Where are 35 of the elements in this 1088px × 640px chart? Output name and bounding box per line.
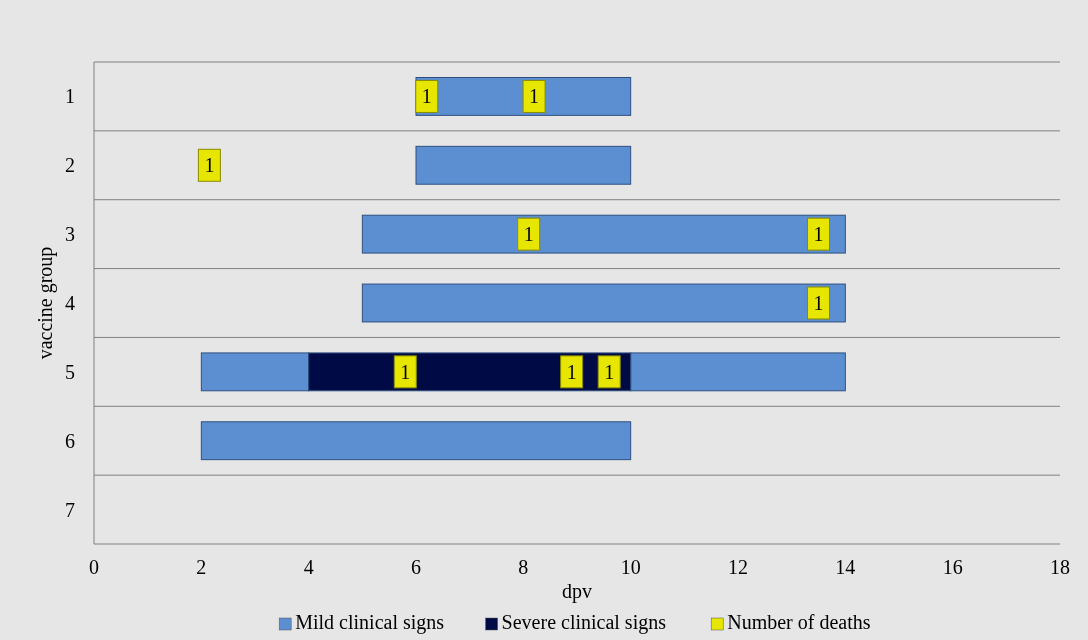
x-tick-label: 16: [942, 556, 963, 578]
x-tick-label: 10: [620, 556, 641, 578]
y-tick-label: 1: [65, 85, 75, 108]
y-axis-title: vaccine group: [34, 246, 57, 360]
y-tick-label: 3: [65, 223, 75, 246]
bar: [361, 283, 846, 323]
x-tick-label: 2: [196, 556, 207, 578]
annotation: 1: [813, 292, 824, 314]
y-tick-label: 2: [65, 154, 75, 177]
bar: [200, 421, 632, 461]
legend-label: Number of deaths: [727, 611, 871, 633]
legend-label: Mild clinical signs: [295, 611, 445, 634]
annotation: 1: [604, 360, 615, 383]
annotation: 1: [813, 223, 824, 246]
x-tick-label: 8: [518, 556, 529, 578]
bar: [415, 145, 632, 185]
annotation: 1: [566, 360, 577, 383]
x-tick-label: 12: [728, 556, 748, 578]
x-tick-label: 14: [835, 556, 856, 578]
x-tick-label: 4: [303, 556, 314, 578]
x-tick-label: 0: [89, 556, 99, 578]
annotation: 1: [523, 223, 534, 246]
annotation: 1: [400, 360, 411, 383]
legend-label: Severe clinical signs: [501, 611, 667, 634]
y-tick-label: 4: [65, 292, 75, 314]
annotation: 1: [529, 85, 540, 108]
y-tick-label: 5: [65, 360, 75, 383]
y-tick-label: 7: [65, 498, 75, 521]
x-tick-label: 6: [411, 556, 421, 578]
x-tick-label: 18: [1050, 556, 1070, 578]
bar: [361, 214, 846, 254]
y-tick-label: 6: [65, 429, 75, 452]
annotation: 1: [421, 85, 432, 108]
annotation: 1: [204, 154, 215, 177]
x-axis-title: dpv: [562, 580, 592, 603]
